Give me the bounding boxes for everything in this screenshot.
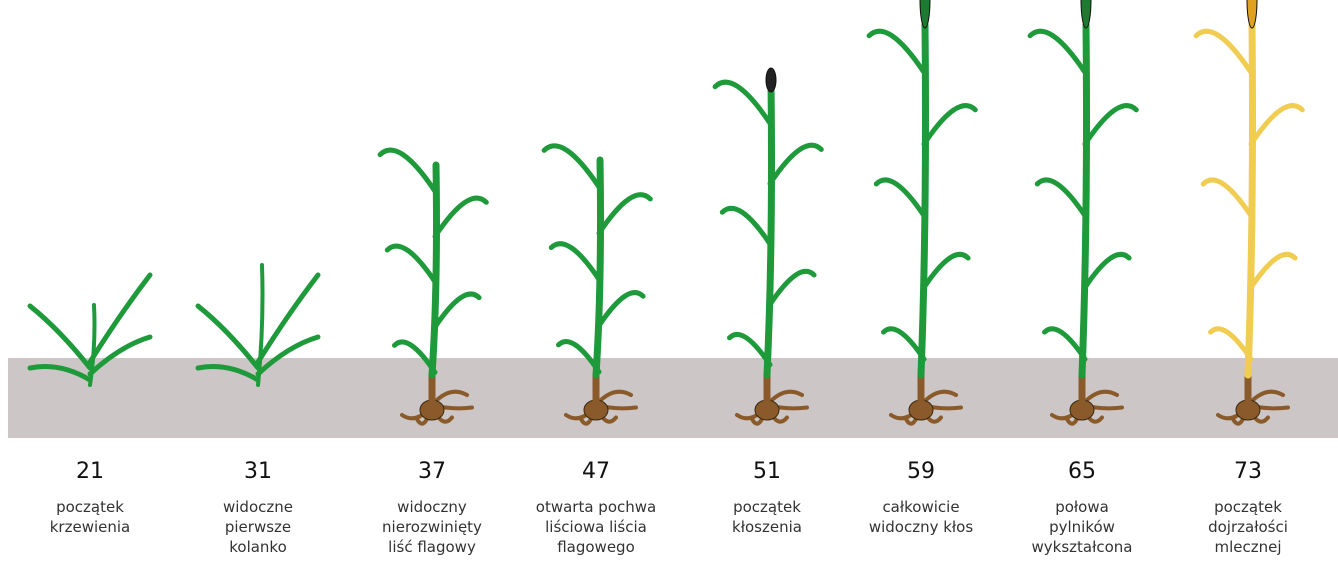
stage-code: 37 — [418, 459, 446, 484]
leaf — [1085, 254, 1129, 287]
stage-label: krzewienia — [50, 518, 131, 536]
leaf — [722, 208, 770, 244]
stage-label: pierwsze — [225, 518, 291, 536]
leaf — [599, 293, 643, 326]
stage-label: liściowa liścia — [545, 518, 647, 536]
leaf — [1085, 106, 1136, 144]
leaf — [599, 195, 650, 233]
leaf — [924, 106, 975, 144]
leaf — [924, 254, 968, 287]
stage-label: całkowicie — [882, 498, 959, 516]
leaf — [1045, 329, 1086, 359]
stage-label: wykształcona — [1032, 538, 1133, 556]
stage-label: flagowego — [557, 538, 635, 556]
leaf — [387, 246, 435, 282]
stage-label: pylników — [1049, 518, 1115, 536]
stage-label: początek — [1214, 498, 1282, 516]
leaf — [715, 82, 770, 123]
diagram: 21 początek krzewienia 31 widoczne pierwsze ko… — [0, 0, 1338, 561]
leaf — [380, 150, 435, 191]
stage-label: liść flagowy — [388, 538, 476, 556]
leaf — [551, 244, 599, 280]
stage-code: 51 — [753, 459, 781, 484]
leaf — [435, 198, 486, 236]
ear — [766, 68, 776, 92]
ear — [1081, 0, 1091, 28]
leaf — [1196, 31, 1251, 72]
leaf — [435, 294, 479, 327]
leaf — [770, 145, 821, 183]
stem — [1082, 25, 1087, 375]
leaf — [1251, 254, 1295, 287]
stage-code: 31 — [244, 459, 272, 484]
stem — [596, 160, 601, 375]
stage-code: 73 — [1234, 459, 1262, 484]
leaf — [884, 329, 925, 359]
stage-label: połowa — [1055, 498, 1109, 516]
leaf — [876, 180, 924, 216]
stem — [921, 25, 926, 375]
leaf — [1203, 180, 1251, 216]
stem — [432, 165, 437, 375]
stage-label: mlecznej — [1214, 538, 1281, 556]
stage-code: 59 — [907, 459, 935, 484]
leaf — [1211, 329, 1252, 359]
leaf — [544, 146, 599, 187]
stage-label: dojrzałości — [1208, 518, 1288, 536]
stem — [767, 85, 772, 375]
stage-label: widoczny kłos — [869, 518, 974, 536]
stage-label: otwarta pochwa — [536, 498, 656, 516]
stage-label: początek — [733, 498, 801, 516]
stage-label: kolanko — [229, 538, 287, 556]
stage-label: kłoszenia — [732, 518, 802, 536]
stage-label: widoczne — [223, 498, 293, 516]
stage-label: widoczny — [397, 498, 467, 516]
stage-code: 21 — [76, 459, 104, 484]
leaf — [1030, 31, 1085, 72]
leaf — [1251, 106, 1302, 144]
leaf — [770, 271, 814, 304]
stage-code: 65 — [1068, 459, 1096, 484]
stage-label: początek — [56, 498, 124, 516]
ear — [920, 0, 930, 28]
leaf — [869, 31, 924, 72]
leaf — [1037, 180, 1085, 216]
stage-label: nierozwinięty — [382, 518, 482, 536]
soil — [8, 358, 1338, 438]
stage-code: 47 — [582, 459, 610, 484]
stem — [1248, 25, 1253, 375]
ear — [1247, 0, 1257, 28]
